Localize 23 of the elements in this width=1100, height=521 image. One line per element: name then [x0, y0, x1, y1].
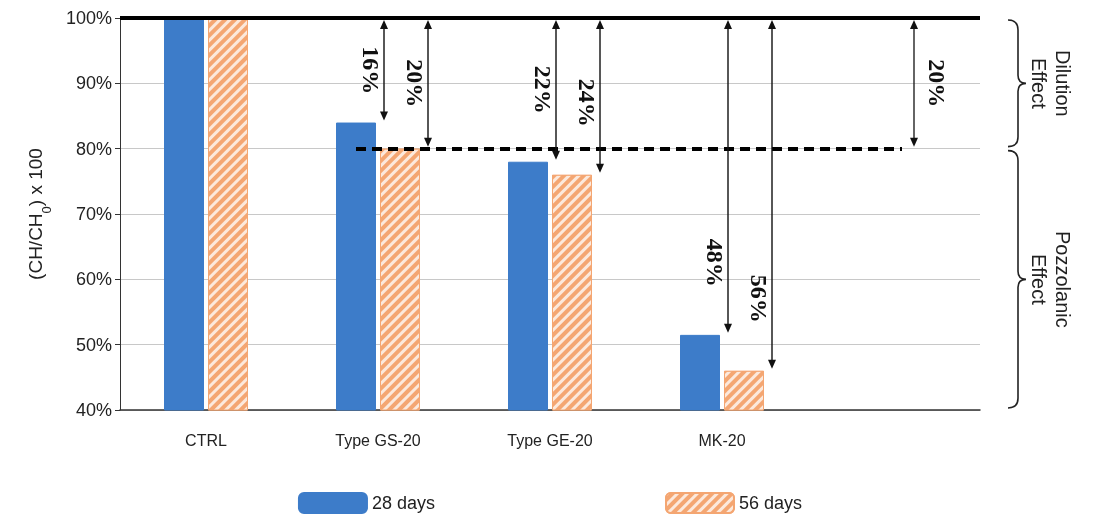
legend-label: 28 days: [371, 493, 435, 513]
x-tick-label: Type GS-20: [335, 431, 421, 449]
annotation: 48%: [701, 238, 728, 287]
y-tick-label: 90%: [75, 73, 112, 94]
annotation: 56%: [745, 274, 772, 323]
x-tick-label: Type GE-20: [507, 431, 593, 449]
y-tick-label: 100%: [65, 8, 112, 28]
y-axis-title: (CH/CH0) x 100: [25, 148, 54, 280]
x-tick-label: MK-20: [698, 431, 746, 449]
annotation: 16%: [357, 46, 384, 95]
y-tick-label: 60%: [75, 269, 112, 290]
text: Pozzolanic Effect: [1028, 230, 1074, 328]
y-tick-label: 50%: [75, 334, 112, 355]
annotation: 24%: [573, 78, 600, 127]
y-tick-label: 70%: [75, 204, 112, 224]
x-tick-label: CTRL: [185, 431, 227, 449]
legend-label: 56 days: [739, 493, 803, 513]
y-tick-label: 80%: [75, 138, 112, 159]
text: Dilution Effect: [1028, 49, 1074, 117]
y-tick-label: 40%: [75, 400, 112, 420]
annotation: 20%: [923, 59, 950, 108]
annotation: 20%: [401, 59, 428, 108]
annotation: 22%: [529, 65, 556, 114]
